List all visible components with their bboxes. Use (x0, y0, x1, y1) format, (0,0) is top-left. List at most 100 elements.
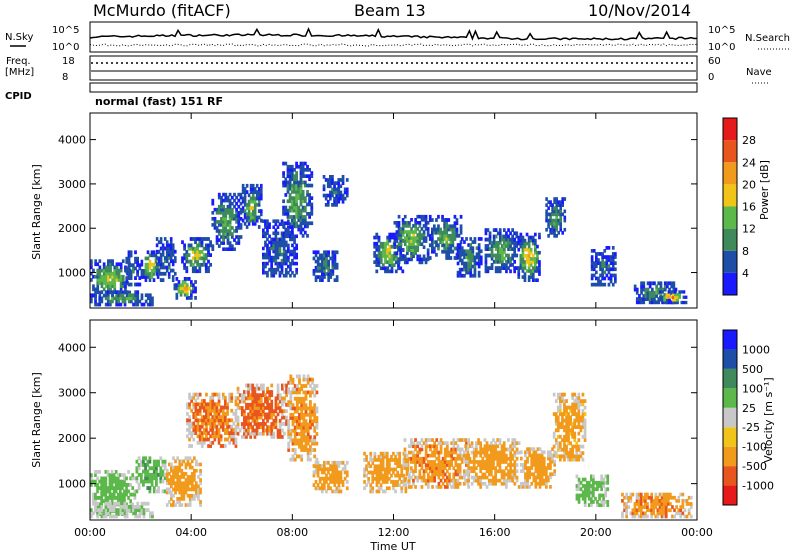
heatmap-cell (302, 400, 306, 404)
heatmap-cell (583, 428, 587, 433)
heatmap-cell (399, 254, 403, 259)
heatmap-cell (394, 489, 397, 494)
heatmap-cell (343, 196, 347, 201)
heatmap-cell (433, 469, 436, 474)
heatmap-cell (125, 511, 129, 516)
heatmap-cell (288, 196, 292, 200)
heatmap-cell (441, 441, 445, 445)
heatmap-cell (567, 451, 570, 455)
heatmap-cell (113, 274, 117, 279)
heatmap-cell (492, 466, 495, 470)
heatmap-cell (217, 229, 221, 233)
heatmap-cell (253, 399, 257, 404)
heatmap-cell (188, 405, 191, 410)
heatmap-cell (148, 278, 152, 282)
heatmap-cell (640, 281, 643, 286)
heatmap-cell (232, 421, 236, 426)
heatmap-cell (638, 297, 641, 301)
heatmap-cell (667, 290, 671, 294)
heatmap-cell (583, 425, 587, 429)
heatmap-cell (170, 497, 173, 501)
heatmap-cell (373, 458, 377, 462)
heatmap-cell (414, 453, 417, 458)
heatmap-cell (110, 473, 114, 477)
heatmap-cell (284, 273, 288, 278)
heatmap-cell (426, 257, 430, 262)
heatmap-cell (194, 259, 197, 264)
heatmap-cell (363, 480, 366, 484)
heatmap-cell (215, 402, 219, 407)
heatmap-cell (241, 199, 245, 204)
heatmap-cell (445, 218, 448, 222)
heatmap-cell (230, 418, 234, 423)
heatmap-cell (388, 257, 392, 261)
heatmap-cell (188, 418, 191, 423)
heatmap-cell (401, 230, 405, 234)
heatmap-cell (249, 383, 252, 388)
heatmap-cell (196, 428, 200, 432)
heatmap-cell (255, 431, 259, 436)
heatmap-cell (396, 473, 399, 478)
heatmap-cell (293, 215, 296, 219)
heatmap-cell (517, 241, 521, 246)
heatmap-cell (255, 386, 259, 391)
heatmap-cell (247, 422, 250, 426)
heatmap-cell (295, 374, 299, 379)
heatmap-cell (335, 265, 339, 270)
heatmap-cell (555, 209, 558, 214)
heatmap-cell (150, 476, 154, 481)
heatmap-cell (116, 496, 120, 500)
heatmap-cell (450, 485, 453, 489)
heatmap-cell (290, 230, 294, 235)
heatmap-cell (157, 271, 161, 276)
heatmap-cell (431, 240, 434, 245)
heatmap-cell (163, 265, 167, 270)
heatmap-cell (414, 463, 417, 467)
heatmap-cell (433, 240, 436, 245)
heatmap-cell (270, 412, 274, 417)
heatmap-cell (453, 233, 457, 238)
heatmap-cell (439, 485, 443, 489)
heatmap-cell (379, 251, 383, 255)
heatmap-cell (599, 273, 602, 278)
heatmap-cell (264, 252, 267, 257)
heatmap-cell (146, 256, 150, 261)
heatmap-cell (437, 224, 440, 229)
heatmap-cell (684, 300, 688, 305)
heatmap-cell (458, 273, 462, 278)
heatmap-cell (511, 228, 514, 232)
heatmap-cell (561, 418, 564, 423)
heatmap-cell (383, 467, 387, 472)
heatmap-cell (161, 479, 165, 484)
heatmap-cell (286, 230, 290, 235)
heatmap-cell (379, 266, 383, 271)
heatmap-cell (123, 476, 126, 481)
heatmap-cell (314, 467, 318, 472)
heatmap-cell (448, 453, 451, 458)
heatmap-cell (289, 390, 293, 395)
heatmap-cell (313, 419, 317, 424)
heatmap-cell (276, 412, 280, 417)
heatmap-cell (287, 432, 291, 436)
heatmap-cell (155, 469, 158, 474)
heatmap-cell (243, 196, 247, 201)
heatmap-cell (375, 241, 379, 246)
heatmap-cell (284, 180, 288, 185)
heatmap-cell (157, 459, 160, 464)
heatmap-cell (306, 441, 310, 446)
heatmap-cell (117, 501, 121, 506)
heatmap-cell (363, 451, 366, 456)
heatmap-cell (295, 177, 298, 182)
heatmap-cell (379, 461, 383, 465)
heatmap-cell (276, 231, 280, 236)
heatmap-cell (144, 463, 147, 467)
heatmap-cell (299, 212, 303, 216)
heatmap-cell (467, 485, 470, 489)
heatmap-cell (325, 476, 328, 481)
heatmap-cell (569, 447, 572, 452)
heatmap-cell (290, 183, 294, 188)
heatmap-cell (446, 469, 449, 474)
heatmap-cell (116, 492, 120, 497)
heatmap-cell (303, 161, 307, 166)
heatmap-cell (513, 237, 516, 242)
